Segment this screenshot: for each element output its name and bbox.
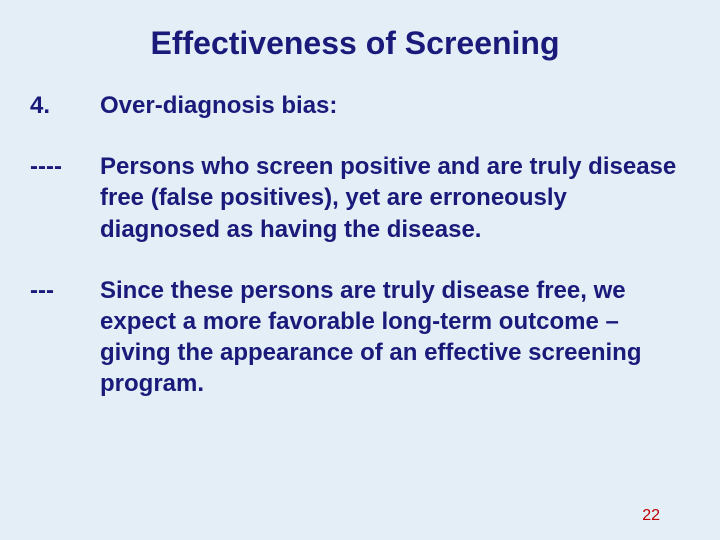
item-marker: ---- bbox=[30, 151, 100, 182]
item-text: Over-diagnosis bias: bbox=[100, 90, 680, 121]
item-text: Persons who screen positive and are trul… bbox=[100, 151, 680, 245]
slide-title: Effectiveness of Screening bbox=[30, 25, 680, 62]
list-item: --- Since these persons are truly diseas… bbox=[30, 275, 680, 400]
item-marker: 4. bbox=[30, 90, 100, 121]
item-text: Since these persons are truly disease fr… bbox=[100, 275, 680, 400]
page-number: 22 bbox=[642, 507, 660, 525]
item-marker: --- bbox=[30, 275, 100, 306]
list-item: ---- Persons who screen positive and are… bbox=[30, 151, 680, 245]
list-item: 4. Over-diagnosis bias: bbox=[30, 90, 680, 121]
